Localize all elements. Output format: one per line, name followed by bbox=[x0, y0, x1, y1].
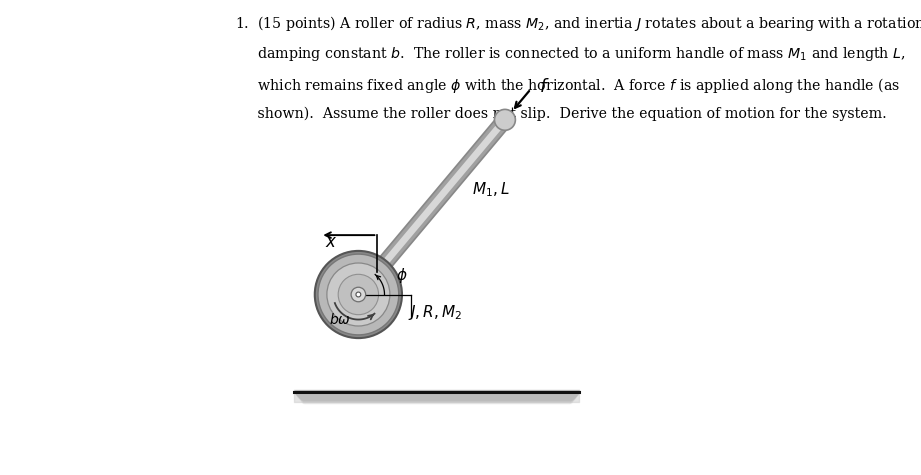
Text: $J,R,M_2$: $J,R,M_2$ bbox=[408, 303, 462, 322]
Text: shown).  Assume the roller does not slip.  Derive the equation of motion for the: shown). Assume the roller does not slip.… bbox=[235, 107, 887, 121]
Circle shape bbox=[318, 254, 399, 335]
Circle shape bbox=[495, 109, 516, 130]
Text: $f$: $f$ bbox=[540, 77, 550, 95]
Polygon shape bbox=[353, 115, 511, 299]
Circle shape bbox=[315, 251, 402, 338]
Circle shape bbox=[351, 287, 366, 302]
Text: $\phi$: $\phi$ bbox=[396, 266, 408, 285]
Text: which remains fixed angle $\phi$ with the horizontal.  A force $f$ is applied al: which remains fixed angle $\phi$ with th… bbox=[235, 76, 900, 95]
Text: damping constant $b$.  The roller is connected to a uniform handle of mass $M_1$: damping constant $b$. The roller is conn… bbox=[235, 45, 905, 63]
Text: $b\omega$: $b\omega$ bbox=[330, 312, 351, 327]
Circle shape bbox=[327, 263, 390, 326]
Circle shape bbox=[338, 275, 379, 315]
Circle shape bbox=[356, 292, 361, 297]
Polygon shape bbox=[356, 118, 507, 297]
Text: $x$: $x$ bbox=[325, 234, 338, 251]
Text: 1.  (15 points) A roller of radius $R$, mass $M_2$, and inertia $J$ rotates abou: 1. (15 points) A roller of radius $R$, m… bbox=[235, 14, 921, 33]
Text: $M_1, L$: $M_1, L$ bbox=[472, 180, 510, 199]
